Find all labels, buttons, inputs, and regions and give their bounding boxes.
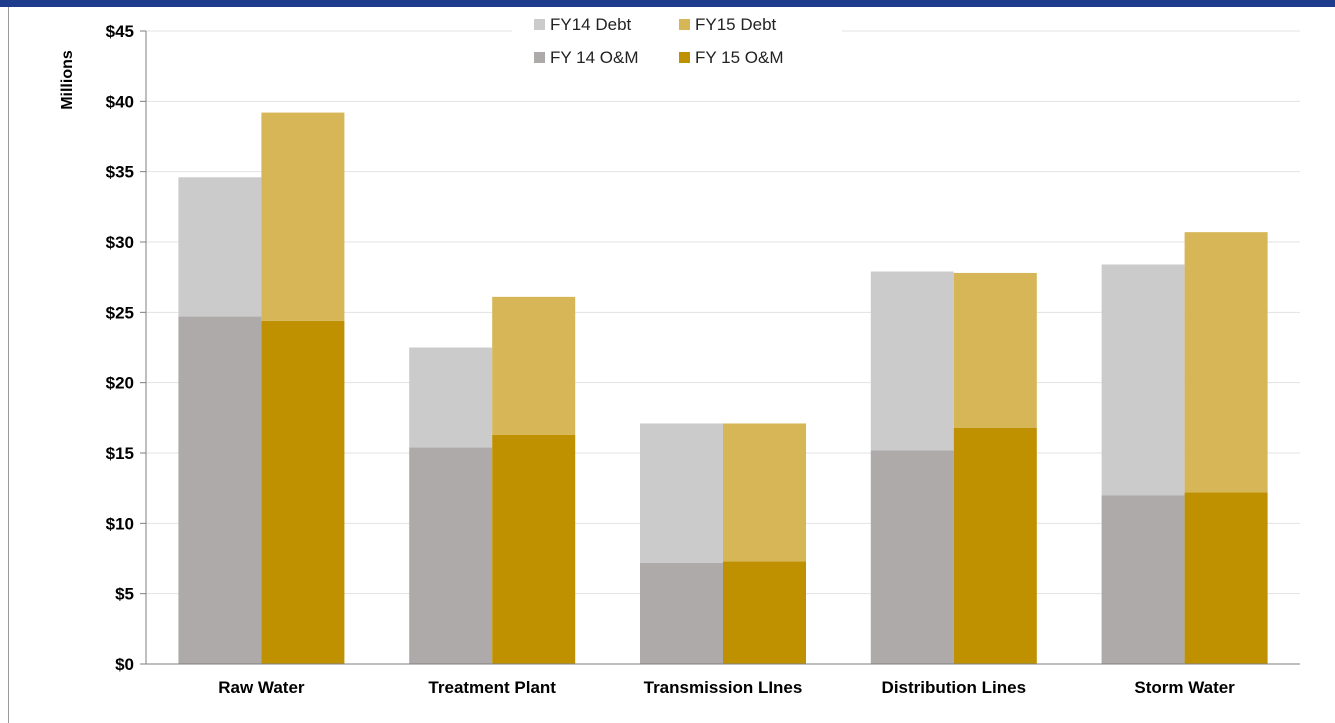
legend-label: FY 15 O&M (695, 48, 784, 67)
y-axis-label: Millions (59, 50, 76, 110)
y-tick-label: $45 (106, 22, 134, 41)
bar-segment (261, 320, 345, 664)
bar-segment (1184, 492, 1268, 664)
x-category-label: Distribution Lines (882, 678, 1027, 697)
bar-segment (870, 450, 954, 664)
bar-segment (953, 272, 1037, 428)
bar-segment (492, 434, 576, 664)
bar-segment (261, 112, 345, 321)
bar-segment (870, 271, 954, 451)
left-border (8, 7, 9, 723)
legend-label: FY14 Debt (550, 15, 632, 34)
legend-swatch (679, 52, 690, 63)
y-tick-label: $15 (106, 444, 134, 463)
bar-segment (178, 177, 262, 317)
y-tick-labels: $0 $5 $10 $15 $20 $25 $30 $35 $40 $45 (106, 22, 134, 674)
bar-segment (723, 561, 806, 664)
bar-segment (1101, 495, 1185, 664)
y-tick-label: $0 (115, 655, 134, 674)
y-tick-label: $10 (106, 514, 134, 533)
y-tick-label: $30 (106, 233, 134, 252)
y-tick-label: $25 (106, 303, 134, 322)
bar-segment (1184, 232, 1268, 493)
y-tick-label: $40 (106, 92, 134, 111)
y-tick-label: $35 (106, 163, 134, 182)
y-tick-label: $5 (115, 585, 134, 604)
legend-swatch (679, 19, 690, 30)
bar-segment (723, 423, 806, 562)
y-tick-label: $20 (106, 374, 134, 393)
bar-segment (1101, 264, 1185, 496)
axes (145, 31, 1300, 665)
x-category-label: Raw Water (218, 678, 305, 697)
x-category-label: Treatment Plant (428, 678, 556, 697)
bar-segment (409, 347, 493, 448)
top-band (0, 0, 1335, 7)
bars (178, 112, 1268, 664)
legend-swatch (534, 19, 545, 30)
bar-segment (640, 562, 723, 664)
legend: FY14 Debt FY15 Debt FY 14 O&M FY 15 O&M (512, 8, 842, 74)
bar-segment (492, 296, 576, 435)
bar-segment (178, 316, 262, 664)
legend-box (512, 8, 842, 74)
legend-label: FY15 Debt (695, 15, 777, 34)
bar-segment (409, 447, 493, 664)
x-category-label: Storm Water (1134, 678, 1235, 697)
legend-label: FY 14 O&M (550, 48, 639, 67)
x-category-labels: Raw Water Treatment Plant Transmission LIn… (218, 678, 1235, 697)
bar-segment (640, 423, 723, 563)
legend-swatch (534, 52, 545, 63)
bar-segment (953, 427, 1037, 664)
x-category-label: Transmission LInes (644, 678, 803, 697)
